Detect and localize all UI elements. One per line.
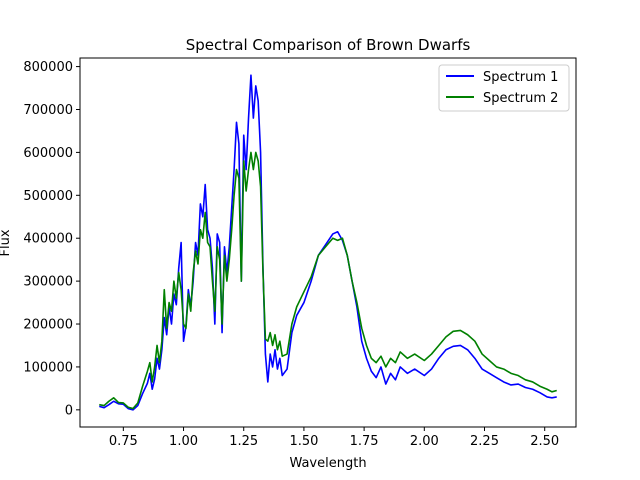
y-axis-title: Flux [0, 229, 13, 256]
series-line-2 [99, 151, 557, 410]
x-tick-label: 1.00 [169, 434, 198, 449]
y-tick-label: 200000 [23, 318, 73, 333]
y-tick-label: 100000 [23, 360, 73, 375]
y-tick-label: 0 [65, 403, 73, 418]
x-tick-label: 1.50 [289, 434, 318, 449]
y-tick-label: 300000 [23, 275, 73, 290]
x-tick-label: 0.75 [109, 434, 138, 449]
x-tick-label: 2.25 [470, 434, 499, 449]
legend: Spectrum 1 Spectrum 2 [438, 64, 570, 112]
plot-area-frame [79, 57, 577, 428]
y-tick-label: 600000 [23, 146, 73, 161]
plot-series [99, 74, 557, 411]
x-tick-label: 1.75 [350, 434, 379, 449]
y-tick-label: 800000 [23, 60, 73, 75]
legend-label-spectrum-1: Spectrum 1 [483, 70, 558, 85]
y-tick-label: 400000 [23, 232, 73, 247]
y-tick-label: 700000 [23, 103, 73, 118]
x-tick-label: 1.25 [229, 434, 258, 449]
y-tick-label: 500000 [23, 189, 73, 204]
x-axis-title: Wavelength [289, 456, 366, 471]
legend-label-spectrum-2: Spectrum 2 [483, 91, 558, 106]
x-tick-label: 2.00 [410, 434, 439, 449]
chart-title: Spectral Comparison of Brown Dwarfs [186, 36, 471, 54]
y-axis-ticks: 0 100000 200000 300000 400000 500000 600000 700… [23, 60, 80, 418]
x-axis-ticks: 0.75 1.00 1.25 1.50 1.75 2.00 2.25 2.50 [109, 427, 559, 449]
x-tick-label: 2.50 [530, 434, 559, 449]
